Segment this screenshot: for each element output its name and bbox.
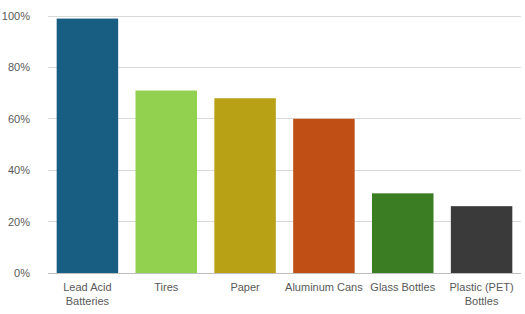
y-tick-label: 60% — [8, 113, 30, 125]
bars — [57, 19, 513, 273]
x-tick-label: Paper — [230, 281, 260, 293]
grid-line — [48, 16, 521, 17]
grid-line — [48, 170, 521, 171]
y-tick-label: 40% — [8, 164, 30, 176]
x-tick-label: Lead AcidBatteries — [63, 281, 111, 307]
bar — [293, 119, 354, 273]
x-tick-label: Glass Bottles — [370, 281, 435, 293]
y-tick-label: 20% — [8, 216, 30, 228]
x-tick-label: Tires — [154, 281, 179, 293]
bar — [372, 193, 433, 273]
bar — [57, 19, 118, 273]
bar — [136, 91, 197, 273]
y-tick-label: 80% — [8, 61, 30, 73]
grid-line — [48, 118, 521, 119]
bar — [214, 98, 275, 273]
chart-container: 0% 20% 40% 60% 80% 100% Lead AcidBatteries Tire… — [0, 0, 525, 314]
y-tick-label: 100% — [2, 10, 30, 22]
grid-line — [48, 221, 521, 222]
bar-chart: 0% 20% 40% 60% 80% 100% Lead AcidBatteries Tire… — [0, 0, 525, 314]
y-tick-label: 0% — [14, 267, 30, 279]
bar — [451, 206, 512, 273]
grid-line — [48, 67, 521, 68]
x-tick-label: Plastic (PET)Bottles — [449, 281, 513, 307]
x-tick-label: Aluminum Cans — [285, 281, 363, 293]
grid-line — [48, 273, 521, 274]
